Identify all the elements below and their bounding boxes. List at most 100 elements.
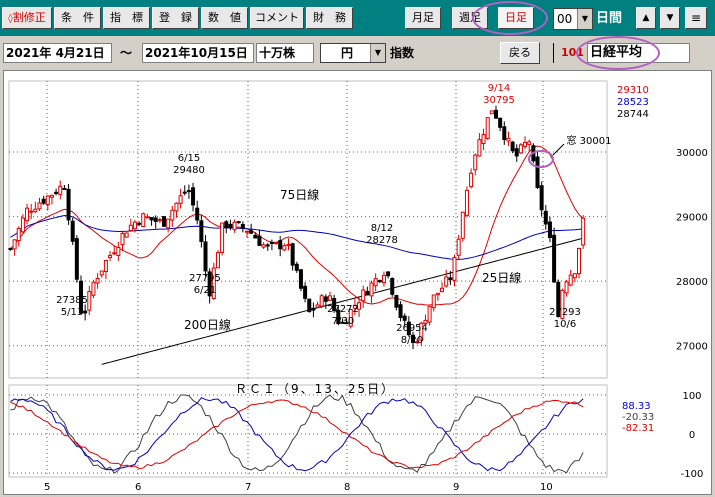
annotation-text: 9/14 xyxy=(488,83,510,94)
annotation-text: 27385 xyxy=(56,295,88,306)
candle-body xyxy=(523,141,528,147)
hour-select[interactable]: 00 ▼ xyxy=(553,8,593,30)
annotation-text: 6/15 xyxy=(178,153,200,164)
candle-body xyxy=(494,109,499,119)
divider xyxy=(553,43,554,63)
candle-body xyxy=(344,322,349,325)
candle-body xyxy=(510,141,515,152)
candle-body xyxy=(464,189,469,216)
annotation-text: 窓 30001 xyxy=(567,134,612,147)
nav-down-button[interactable]: ▼ xyxy=(660,7,680,29)
candle-body xyxy=(261,244,266,248)
chart-svg: 5 6 7 8 9 10 30000 29000 28000 27000 100 0 -100 29310… xyxy=(8,80,708,493)
candle-body xyxy=(543,210,548,225)
menu-button[interactable]: ≡ xyxy=(685,7,707,29)
candle-body xyxy=(423,319,428,325)
candle-body xyxy=(552,234,557,283)
annotation-text: 5/13 xyxy=(61,307,83,318)
candle-body xyxy=(141,213,146,228)
candle-body xyxy=(481,134,486,144)
candle-body xyxy=(257,235,262,246)
candle-body xyxy=(265,244,270,247)
candle-body xyxy=(95,277,100,284)
hour-value: 00 xyxy=(557,12,573,26)
moving-average-lines xyxy=(10,145,584,365)
candle-body xyxy=(137,222,142,225)
candle-body xyxy=(498,117,503,128)
candle-body xyxy=(62,187,67,190)
candle-body xyxy=(149,217,154,221)
candle-body xyxy=(282,245,287,251)
candle-body xyxy=(514,148,519,157)
candle-body xyxy=(456,238,461,256)
candle-body xyxy=(25,207,30,222)
daily-button[interactable]: 日足 xyxy=(498,7,534,29)
candle-body xyxy=(518,144,523,154)
candle-body xyxy=(166,218,171,229)
candle-body xyxy=(361,289,366,302)
annotation-text: 10/6 xyxy=(554,319,576,330)
candle-body xyxy=(290,243,295,266)
candle-body xyxy=(369,282,374,297)
price-legend-value: 29310 xyxy=(617,85,649,96)
annotation-text: 27293 xyxy=(549,307,581,318)
candle-body xyxy=(477,139,482,157)
candle-body xyxy=(240,223,245,229)
candle-body xyxy=(572,273,577,279)
candle-body xyxy=(249,230,254,234)
annotation-text: 26954 xyxy=(396,323,428,334)
price-legend-value: 28744 xyxy=(617,109,649,120)
y-tick-label: 29000 xyxy=(676,213,708,224)
candle-body xyxy=(398,304,403,318)
x-tick-label: 5 xyxy=(44,482,50,493)
candle-body xyxy=(74,238,79,280)
currency-select[interactable]: 円 ▼ xyxy=(320,43,386,63)
candle-body xyxy=(332,298,337,311)
candle-body xyxy=(448,277,453,281)
x-tick-label: 10 xyxy=(540,482,553,493)
candle-body xyxy=(298,269,303,289)
rci-tick-label: 0 xyxy=(689,430,695,441)
candle-body xyxy=(547,221,552,238)
x-tick-label: 7 xyxy=(245,482,251,493)
monthly-button[interactable]: 月足 xyxy=(405,7,441,29)
candle-body xyxy=(224,221,229,229)
ma25-line xyxy=(10,145,584,306)
index-name-field[interactable]: 日経平均 xyxy=(587,43,690,63)
candle-body xyxy=(58,185,63,195)
nav-up-button[interactable]: ▲ xyxy=(636,7,656,29)
unit-field[interactable]: 十万株 xyxy=(256,43,314,63)
weekly-button[interactable]: 週足 xyxy=(452,7,488,29)
split-adjust-button[interactable]: ◊割修正 xyxy=(2,7,52,29)
rci-25-line xyxy=(10,399,584,469)
candle-body xyxy=(568,274,573,286)
candle-body xyxy=(440,287,445,293)
index-code: 101 xyxy=(561,46,584,59)
register-button[interactable]: 登 録 xyxy=(152,7,199,29)
date-to-field[interactable]: 2021年10月15日 xyxy=(142,43,254,63)
candle-body xyxy=(323,296,328,302)
candle-body xyxy=(348,308,353,327)
financials-button[interactable]: 財 務 xyxy=(306,7,353,29)
conditions-button[interactable]: 条 件 xyxy=(54,7,101,29)
chart-area: 5 6 7 8 9 10 30000 29000 28000 27000 100 0 -100 29310… xyxy=(3,70,712,495)
values-button[interactable]: 数 値 xyxy=(201,7,248,29)
candle-body xyxy=(191,187,196,206)
back-button[interactable]: 戻る xyxy=(500,42,540,64)
arrow-up-icon: ▲ xyxy=(642,13,650,23)
rci-title: ＲＣＩ（9、13、25日） xyxy=(235,382,395,396)
candle-body xyxy=(178,195,183,204)
candle-body xyxy=(253,234,258,239)
date-from-field[interactable]: 2021年 4月21日 xyxy=(3,43,112,63)
y-tick-label: 30000 xyxy=(676,148,708,159)
gap-highlight-ellipse xyxy=(528,150,554,168)
candle-body xyxy=(527,141,532,145)
candle-body xyxy=(70,220,75,242)
candle-body xyxy=(33,208,38,213)
candle-body xyxy=(386,271,391,277)
chevron-down-icon[interactable]: ▼ xyxy=(577,9,592,29)
chevron-down-icon[interactable]: ▼ xyxy=(370,44,385,62)
indicators-button[interactable]: 指 標 xyxy=(103,7,150,29)
comment-button[interactable]: コメント xyxy=(250,7,304,29)
tilde-label: ～ xyxy=(120,46,133,60)
